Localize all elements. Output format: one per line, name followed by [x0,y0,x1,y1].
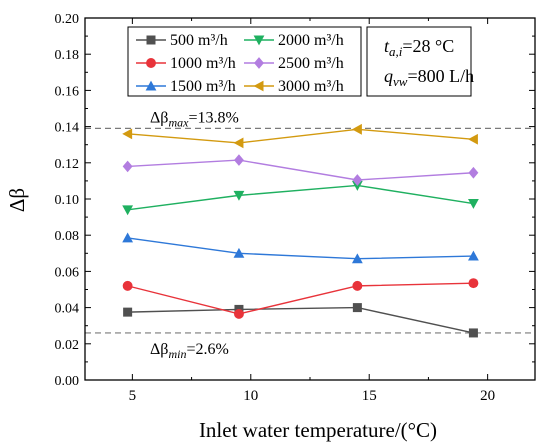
legend-label: 1000 m³/h [170,55,236,72]
legend: 500 m³/h 1000 m³/h 1500 m³/h 2000 m³/h 2500 … [127,26,362,97]
series-line [127,184,474,211]
condition-text: qvw=800 L/h [384,66,474,89]
y-axis-title: Δβ [5,188,29,212]
legend-swatch-marker [253,80,264,92]
data-point [123,307,133,317]
data-point [233,190,245,201]
y-tick-label: 0.10 [55,193,80,208]
legend-swatch-marker [254,57,264,69]
y-tick-label: 0.08 [55,229,80,244]
data-point [351,253,363,264]
data-point [351,123,362,135]
conditions-frame [366,26,472,97]
series-line [127,159,474,181]
data-point [468,199,479,209]
reference-lines: Δβmax=13.8% Δβmin=2.6% [85,109,535,361]
data-point [122,280,133,291]
legend-box [127,26,362,97]
x-tick-label: 5 [129,388,137,404]
y-tick-label: 0.06 [55,265,80,280]
y-tick-label: 0.20 [55,12,80,27]
series-1000 [122,278,479,319]
series-line [127,128,474,144]
y-tick-label: 0.00 [55,374,80,389]
reference-line-label: Δβmin=2.6% [150,341,229,361]
legend-label: 3000 m³/h [278,78,344,95]
legend-swatch-marker [146,35,156,45]
plot-border [84,17,536,381]
data-point [122,232,134,243]
series-line [127,306,474,334]
y-tick-label: 0.14 [55,121,80,136]
axes: 0.00 0.02 0.04 0.06 0.08 0.10 0.12 0.14 0.16 0.18… [55,12,535,404]
data-point [352,280,363,291]
y-tick-label: 0.12 [55,157,80,172]
data-point [233,154,244,166]
series-2000 [122,180,479,216]
data-point [122,128,133,140]
data-point [352,174,363,186]
reference-line-label: Δβmax=13.8% [150,109,239,129]
y-tick-label: 0.18 [55,48,80,63]
data-point [352,303,362,313]
y-tick-label: 0.16 [55,84,80,99]
legend-label: 2500 m³/h [278,55,344,72]
x-tick-label: 10 [243,388,258,404]
data-point [233,247,245,258]
data-point [468,166,479,179]
legend-label: 2000 m³/h [278,32,344,49]
series-group [122,123,479,338]
data-point [233,137,244,149]
data-point [122,205,134,216]
series-line [127,237,474,260]
x-tick-label: 20 [480,388,495,404]
series-3000 [122,123,478,149]
data-point [233,308,244,319]
plot-frame [84,17,536,381]
y-tick-label: 0.02 [55,338,80,353]
legend-swatch-marker [253,35,265,46]
y-tick-label: 0.04 [55,302,80,317]
series-1500 [122,232,479,264]
series-500 [123,303,478,338]
legend-label: 1500 m³/h [170,78,236,95]
data-point [468,133,478,145]
legend-swatch-marker [146,58,156,68]
x-tick-label: 15 [362,388,377,404]
data-point [351,180,363,191]
x-axis-title: Inlet water temperature/(°C) [199,418,437,442]
condition-text: ta,i=28 °C [384,36,454,59]
series-2500 [122,154,479,186]
data-point [468,278,479,289]
data-point [468,328,478,338]
data-point [122,160,133,173]
legend-label: 500 m³/h [170,32,228,49]
data-point [468,250,479,261]
conditions-box: ta,i=28 °C qvw=800 L/h [366,26,474,97]
legend-swatch-marker [145,80,157,91]
series-line [127,282,474,315]
